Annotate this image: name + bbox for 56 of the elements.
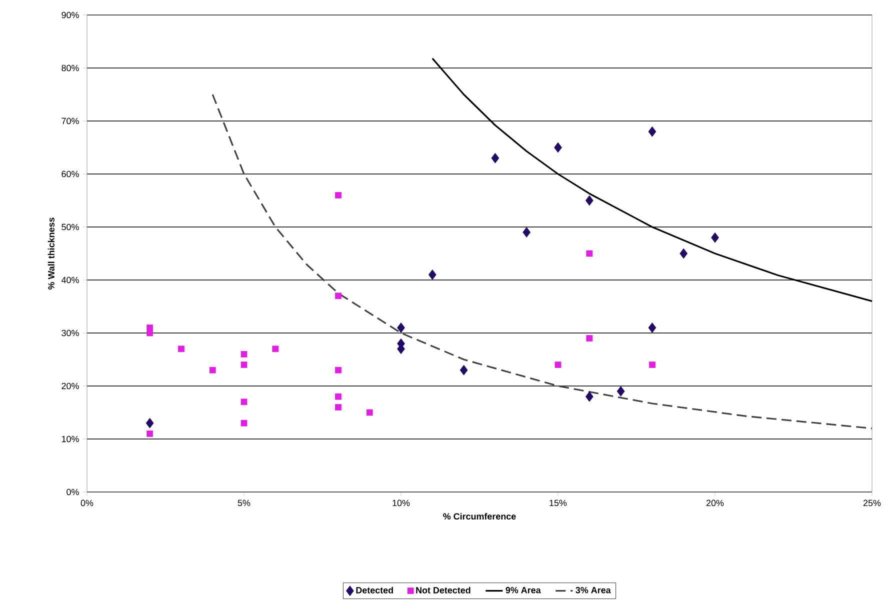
y-tick-label: 0% <box>66 488 79 496</box>
point <box>335 393 342 400</box>
point <box>240 351 248 358</box>
point <box>272 346 279 352</box>
point <box>616 386 625 396</box>
legend-label: Not Detected <box>416 586 470 594</box>
y-tick-label: 60% <box>62 170 79 178</box>
line-series <box>212 94 873 430</box>
x-tick-label: 20% <box>706 500 724 506</box>
point <box>178 346 184 352</box>
point <box>586 335 593 342</box>
y-tick-label: 40% <box>61 276 79 284</box>
legend-label: 9% Area <box>506 586 541 594</box>
legend-label: Detected <box>356 586 393 594</box>
point <box>240 420 248 426</box>
y-tick-label: 50% <box>62 224 79 230</box>
x-tick-label: 0% <box>80 500 94 506</box>
point <box>585 195 594 206</box>
point <box>648 126 656 137</box>
point <box>209 366 216 374</box>
x-tick-label: 15% <box>550 500 567 506</box>
point <box>335 292 342 300</box>
point <box>460 364 468 376</box>
point <box>586 250 593 257</box>
point <box>491 152 500 164</box>
point <box>335 404 342 410</box>
y-tick-label: 10% <box>62 436 79 442</box>
point <box>240 398 248 406</box>
point <box>335 192 342 198</box>
x-axis-title: % Circumference <box>443 512 516 520</box>
point <box>649 362 656 368</box>
y-tick-label: 80% <box>62 64 79 72</box>
x-tick-label: 5% <box>238 500 250 506</box>
point <box>680 248 688 259</box>
point <box>648 322 656 333</box>
point <box>522 227 531 238</box>
point <box>335 366 342 374</box>
y-tick-label: 30% <box>62 330 79 336</box>
point <box>240 362 248 368</box>
point <box>554 142 562 153</box>
y-tick-label: 20% <box>62 382 79 390</box>
legend-label: 3% Area <box>576 586 611 594</box>
point <box>366 409 373 416</box>
point <box>585 391 594 402</box>
x-tick-label: 10% <box>392 500 410 506</box>
y-tick-label: 90% <box>62 12 79 18</box>
point <box>397 322 405 333</box>
point <box>554 362 562 368</box>
x-tick-label: 25% <box>863 500 881 506</box>
y-axis-title: % Wall thickness <box>48 218 54 290</box>
point <box>428 270 436 280</box>
point <box>146 330 153 336</box>
point <box>146 430 153 437</box>
point <box>146 418 154 428</box>
point <box>711 232 719 243</box>
y-tick-label: 70% <box>62 118 79 124</box>
